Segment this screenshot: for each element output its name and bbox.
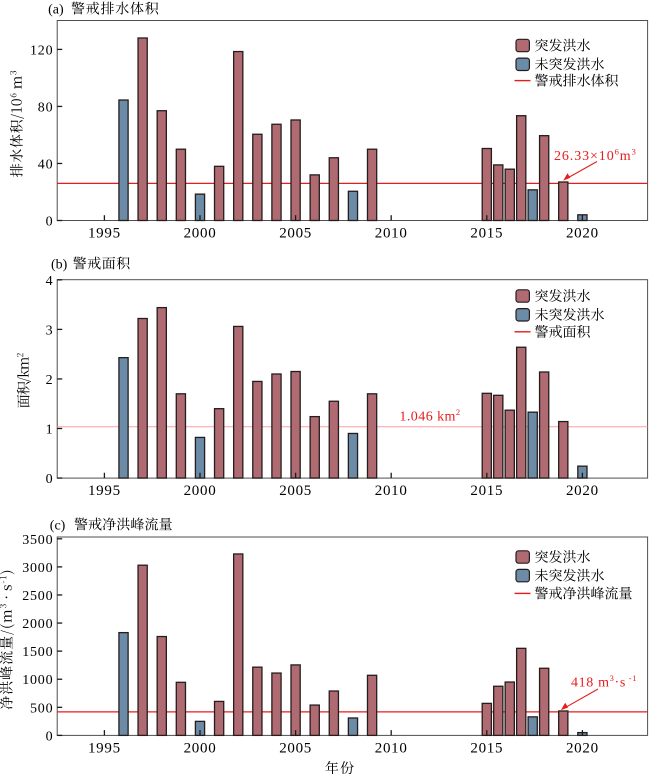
svg-text:2000: 2000 <box>184 226 217 242</box>
svg-text:80: 80 <box>38 100 54 115</box>
svg-text:26.33×106m3: 26.33×106m3 <box>554 146 637 163</box>
svg-text:(c): (c) <box>50 518 66 533</box>
svg-text:120: 120 <box>30 43 53 58</box>
svg-text:1995: 1995 <box>88 741 121 757</box>
svg-text:2000: 2000 <box>184 741 217 757</box>
svg-text:1000: 1000 <box>22 673 53 688</box>
svg-text:2015: 2015 <box>470 741 503 757</box>
svg-text:0: 0 <box>46 729 54 744</box>
svg-text:1.046 km2: 1.046 km2 <box>399 407 460 424</box>
svg-text:(b): (b) <box>51 257 68 272</box>
svg-text:2000: 2000 <box>184 483 217 499</box>
svg-text:3500: 3500 <box>22 533 53 548</box>
svg-text:2015: 2015 <box>470 483 503 499</box>
svg-text:2005: 2005 <box>279 226 312 242</box>
svg-text:4: 4 <box>46 274 54 289</box>
svg-text:3: 3 <box>46 323 54 338</box>
svg-text:2005: 2005 <box>279 741 312 757</box>
svg-text:1995: 1995 <box>88 483 121 499</box>
svg-text:40: 40 <box>38 158 54 173</box>
svg-text:0: 0 <box>46 215 54 230</box>
svg-text:2010: 2010 <box>375 483 408 499</box>
svg-text:1500: 1500 <box>22 645 53 660</box>
svg-text:2000: 2000 <box>22 617 53 632</box>
svg-text:2005: 2005 <box>279 483 312 499</box>
svg-text:2020: 2020 <box>566 483 599 499</box>
svg-text:3000: 3000 <box>22 561 53 576</box>
svg-text:2020: 2020 <box>566 226 599 242</box>
svg-text:(a): (a) <box>48 2 64 17</box>
svg-text:2010: 2010 <box>375 226 408 242</box>
svg-text:2020: 2020 <box>566 741 599 757</box>
svg-text:500: 500 <box>30 701 53 716</box>
svg-text:2010: 2010 <box>375 741 408 757</box>
svg-text:1995: 1995 <box>88 226 121 242</box>
svg-text:2015: 2015 <box>470 226 503 242</box>
svg-text:2500: 2500 <box>22 589 53 604</box>
svg-text:2: 2 <box>46 373 54 388</box>
svg-text:1: 1 <box>46 423 54 438</box>
svg-text:0: 0 <box>46 472 54 487</box>
svg-text:418 m3·s-1: 418 m3·s -1 <box>571 673 637 690</box>
